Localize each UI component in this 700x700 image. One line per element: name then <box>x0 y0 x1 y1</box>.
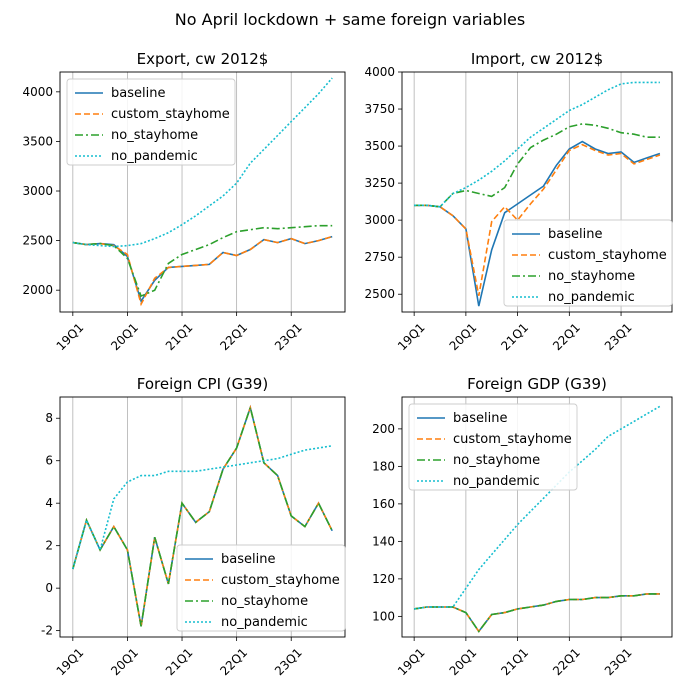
chart-2-y-tick-label: 3750 <box>364 102 395 116</box>
chart-1-series-no-pandemic <box>72 77 333 248</box>
chart-4: Foreign GDP (G39) 19Q1 20Q1 21Q1 22Q1 23Q1 100… <box>372 375 673 678</box>
chart-2-legend-label-no-pandemic: no_pandemic <box>548 290 635 305</box>
chart-2-series-baseline <box>414 140 661 307</box>
chart-3-y-tick-label: -2 <box>41 624 53 638</box>
chart-4-series-baseline <box>413 593 660 633</box>
figure-suptitle: No April lockdown + same foreign variabl… <box>174 10 526 29</box>
chart-3-y-tick-label: 8 <box>45 411 53 425</box>
chart-1-y-tick-label: 2000 <box>22 283 53 297</box>
chart-2-x-tick-label: 20Q1 <box>447 320 480 353</box>
chart-1: Export, cw 2012$ 19Q1 20Q1 21Q1 22Q1 23Q1 2000… <box>22 50 346 353</box>
chart-1-series-no-stayhome <box>72 224 333 298</box>
chart-2-legend-label-custom-stayhome: custom_stayhome <box>548 248 667 263</box>
chart-1-title: Export, cw 2012$ <box>137 50 269 68</box>
chart-2-legend-label-no-stayhome: no_stayhome <box>548 269 635 284</box>
chart-1-x-tick-label: 23Q1 <box>272 320 305 353</box>
chart-3-y-tick-label: 0 <box>45 581 53 595</box>
chart-4-legend-label-no-stayhome: no_stayhome <box>453 453 540 468</box>
chart-1-legend-label-baseline: baseline <box>111 86 165 101</box>
chart-3-y-tick-label: 2 <box>45 539 53 553</box>
chart-1-legend-label-custom-stayhome: custom_stayhome <box>111 107 230 122</box>
chart-3-x-tick-label: 22Q1 <box>217 645 250 678</box>
chart-2-y-tick-label: 4000 <box>364 65 395 79</box>
chart-3-title: Foreign CPI (G39) <box>137 375 268 393</box>
chart-2-legend: baseline custom_stayhome no_stayhome no_pan… <box>503 219 673 307</box>
chart-4-y-tick-label: 120 <box>372 572 395 586</box>
chart-3-axes-frame <box>59 396 346 638</box>
chart-4-x-tick-label: 21Q1 <box>498 645 531 678</box>
chart-2-x-tick-label: 21Q1 <box>498 320 531 353</box>
chart-1-x-tick-label: 21Q1 <box>163 320 196 353</box>
chart-4-legend-box <box>408 403 578 491</box>
chart-2-y-tick-label: 3000 <box>364 213 395 227</box>
chart-1-legend-label-no-stayhome: no_stayhome <box>111 128 198 143</box>
chart-4-y-tick-label: 140 <box>372 534 395 548</box>
chart-1-series-custom-stayhome <box>72 235 333 307</box>
chart-3-legend-label-baseline: baseline <box>221 552 275 567</box>
chart-2-y-tick-label: 2750 <box>364 250 395 264</box>
chart-2-x-tick-label: 22Q1 <box>550 320 583 353</box>
chart-4-x-tick-label: 22Q1 <box>550 645 583 678</box>
chart-4-x-tick-label: 23Q1 <box>602 645 635 678</box>
chart-1-y-tick-label: 3000 <box>22 184 53 198</box>
chart-3-x-tick-label: 20Q1 <box>108 645 141 678</box>
chart-4-legend-label-baseline: baseline <box>453 411 507 426</box>
chart-1-legend-box <box>66 78 236 166</box>
chart-2-axes-frame <box>401 71 673 313</box>
chart-2: Import, cw 2012$ 19Q1 20Q1 21Q1 22Q1 23Q1 2500… <box>364 50 673 353</box>
chart-3-legend: baseline custom_stayhome no_stayhome no_pan… <box>176 544 346 632</box>
chart-4-y-tick-label: 160 <box>372 497 395 511</box>
chart-4-x-tick-label: 20Q1 <box>447 645 480 678</box>
chart-3-legend-label-no-pandemic: no_pandemic <box>221 615 308 630</box>
chart-3-legend-label-no-stayhome: no_stayhome <box>221 594 308 609</box>
chart-4-y-tick-label: 100 <box>372 609 395 623</box>
chart-4-axes-frame <box>401 396 673 638</box>
chart-4-legend: baseline custom_stayhome no_stayhome no_pan… <box>408 403 578 491</box>
chart-2-legend-label-baseline: baseline <box>548 227 602 242</box>
chart-3-x-tick-label: 23Q1 <box>272 645 305 678</box>
chart-1-legend-label-no-pandemic: no_pandemic <box>111 149 198 164</box>
chart-3-series-no-stayhome <box>72 404 333 627</box>
chart-1-x-tick-label: 19Q1 <box>54 320 87 353</box>
chart-3: Foreign CPI (G39) 19Q1 20Q1 21Q1 22Q1 23Q1 -2 0… <box>41 375 346 678</box>
chart-3-legend-label-custom-stayhome: custom_stayhome <box>221 573 340 588</box>
chart-3-x-tick-label: 21Q1 <box>163 645 196 678</box>
chart-2-series-no-stayhome <box>414 123 660 208</box>
chart-4-legend-label-no-pandemic: no_pandemic <box>453 474 540 489</box>
chart-1-y-tick-label: 4000 <box>22 85 53 99</box>
chart-1-y-tick-label: 3500 <box>22 134 53 148</box>
chart-1-x-tick-label: 22Q1 <box>217 320 250 353</box>
chart-2-x-tick-label: 23Q1 <box>602 320 635 353</box>
chart-2-title: Import, cw 2012$ <box>471 50 603 68</box>
chart-2-y-tick-label: 3250 <box>364 176 395 190</box>
chart-2-series-custom-stayhome <box>414 143 661 296</box>
chart-4-legend-label-custom-stayhome: custom_stayhome <box>453 432 572 447</box>
chart-4-title: Foreign GDP (G39) <box>467 375 607 393</box>
chart-3-y-tick-label: 4 <box>45 496 53 510</box>
chart-4-y-tick-label: 200 <box>372 422 395 436</box>
chart-1-axes-frame <box>59 71 346 313</box>
chart-3-y-tick-label: 6 <box>45 454 53 468</box>
chart-4-y-tick-label: 180 <box>372 459 395 473</box>
chart-2-y-tick-label: 2500 <box>364 287 395 301</box>
chart-1-y-tick-label: 2500 <box>22 234 53 248</box>
chart-2-series-no-pandemic <box>414 81 660 208</box>
chart-2-x-tick-label: 19Q1 <box>395 320 428 353</box>
chart-1-x-tick-label: 20Q1 <box>108 320 141 353</box>
chart-3-legend-box <box>176 544 346 632</box>
chart-1-legend: baseline custom_stayhome no_stayhome no_pan… <box>66 78 236 166</box>
chart-4-x-tick-label: 19Q1 <box>395 645 428 678</box>
chart-4-series-no-stayhome <box>413 593 660 633</box>
chart-4-series-custom-stayhome <box>413 593 660 633</box>
chart-3-x-tick-label: 19Q1 <box>54 645 87 678</box>
chart-2-legend-box <box>503 219 673 307</box>
chart-2-y-tick-label: 3500 <box>364 139 395 153</box>
